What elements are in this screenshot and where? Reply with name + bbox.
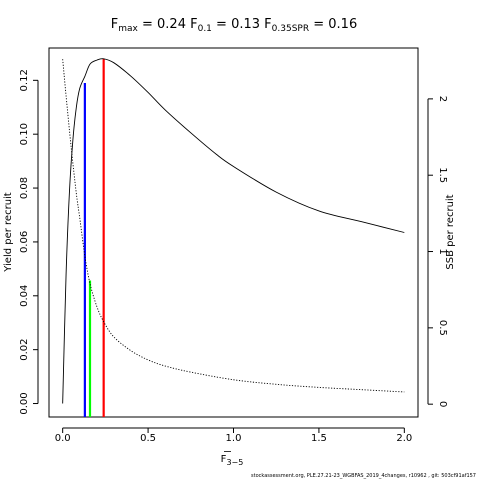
- footer-note: stockassessment.org, PLE.27.21-23_WGBFAS…: [251, 473, 476, 479]
- x-tick-label: 0.5: [140, 433, 156, 444]
- x-axis-label-base: F: [221, 454, 227, 465]
- y2-tick-label: 2: [437, 96, 448, 102]
- x-tick-label: 1.0: [226, 433, 242, 444]
- y-tick-label: 0.00: [19, 392, 30, 414]
- chart-title: Fmax = 0.24 F0.1 = 0.13 F0.35SPR = 0.16: [111, 17, 357, 34]
- y-tick-label: 0.02: [19, 339, 30, 361]
- y-axis-right: 0 0.5 1 1.5 2: [427, 96, 448, 407]
- series-group: [62, 58, 405, 404]
- y-tick-label: 0.08: [19, 177, 30, 199]
- x-tick-label: 2.0: [396, 433, 412, 444]
- y2-tick-label: 1: [437, 248, 448, 254]
- y-axis-label: Yield per recruit: [3, 192, 14, 273]
- y2-tick-label: 1.5: [437, 167, 448, 183]
- y-axis-left: 0.00 0.02 0.04 0.06 0.08 0.10 0.12: [19, 69, 39, 415]
- x-axis-label-sub: 3−5: [226, 458, 243, 467]
- y-tick-label: 0.06: [19, 231, 30, 253]
- y2-tick-label: 0: [437, 401, 448, 407]
- x-axis-label: F3−5: [221, 454, 244, 467]
- plot-frame: [48, 47, 419, 418]
- x-axis: 0.0 0.5 1.0 1.5 2.0: [55, 427, 412, 444]
- ssb-per-recruit-line: [62, 59, 405, 393]
- reference-lines: [83, 58, 105, 417]
- y-tick-label: 0.10: [19, 123, 30, 145]
- x-tick-label: 1.5: [311, 433, 327, 444]
- y2-axis-label: SSB per recruit: [445, 194, 456, 269]
- y2-tick-label: 0.5: [437, 320, 448, 336]
- x-tick-label: 0.0: [55, 433, 71, 444]
- yield-per-recruit-line: [62, 58, 405, 404]
- y-tick-label: 0.12: [19, 69, 30, 91]
- y-tick-label: 0.04: [19, 285, 30, 307]
